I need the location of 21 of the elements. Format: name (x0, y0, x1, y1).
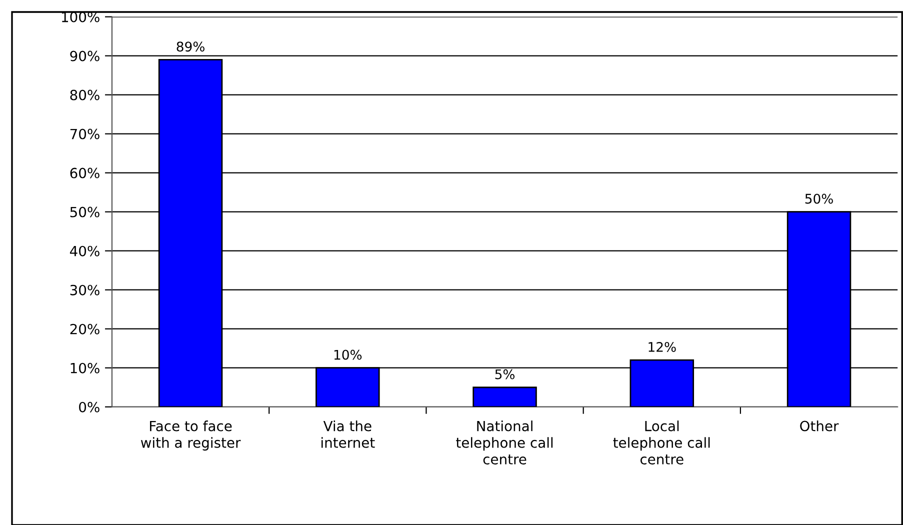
y-tick-label: 70% (70, 128, 100, 140)
data-label: 50% (805, 194, 833, 204)
y-tick-label: 30% (70, 284, 100, 296)
x-tick-label: Other (800, 420, 839, 432)
y-tick-label: 10% (70, 362, 100, 374)
data-label: 5% (495, 369, 515, 380)
x-tick-label: National telephone call centre (456, 420, 553, 464)
x-tick-label: Via the internet (322, 420, 375, 448)
x-tick-label: Local telephone call centre (613, 420, 710, 464)
data-label: 10% (334, 350, 362, 360)
bar (472, 386, 537, 407)
data-label: 12% (648, 342, 676, 352)
y-tick-label: 90% (70, 50, 100, 62)
x-tick-label: Face to face with a register (140, 420, 241, 451)
y-tick-label: 20% (70, 324, 100, 334)
y-tick-label: 80% (70, 90, 100, 100)
data-label: 89% (176, 42, 204, 52)
y-tick-label: 0% (79, 402, 100, 412)
y-tick-label: 50% (70, 206, 100, 218)
y-tick-label: 60% (70, 168, 100, 178)
y-tick-label: 40% (70, 246, 100, 256)
